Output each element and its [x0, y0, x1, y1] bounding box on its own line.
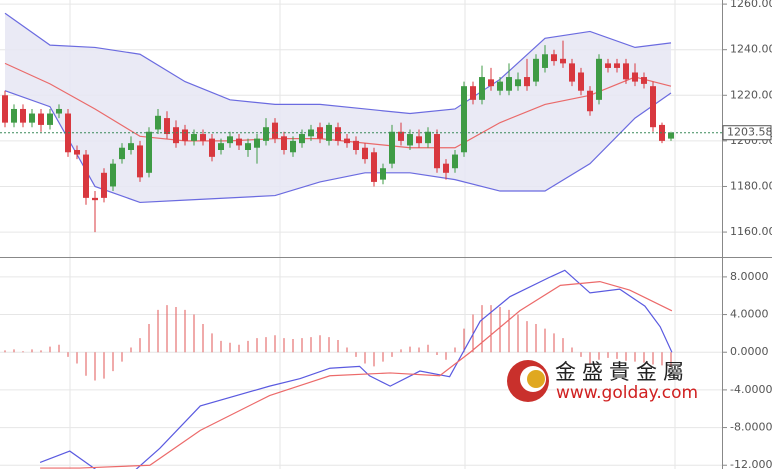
- candle-body: [578, 72, 584, 91]
- candle-body: [569, 63, 575, 82]
- candle-body: [560, 58, 566, 64]
- candle-body: [146, 131, 152, 173]
- candle-body: [128, 143, 134, 150]
- plot: [0, 3, 722, 469]
- candle-body: [182, 129, 188, 141]
- candle-body: [398, 131, 404, 141]
- candle-body: [452, 154, 458, 169]
- candle-body: [92, 197, 98, 201]
- candle-body: [200, 134, 206, 141]
- candle-body: [191, 134, 197, 141]
- candle-body: [632, 72, 638, 82]
- y-tick-label: -4.0000: [730, 383, 772, 396]
- candle-body: [56, 108, 62, 114]
- candle-body: [254, 138, 260, 148]
- candle-body: [434, 134, 440, 169]
- y-tick-label: 1180.00: [730, 179, 772, 192]
- candle-body: [281, 136, 287, 150]
- macd-line: [39, 269, 673, 469]
- candle-body: [371, 152, 377, 182]
- candle-body: [506, 77, 512, 91]
- candle-body: [164, 118, 170, 135]
- candle-body: [290, 140, 296, 153]
- candle-body: [137, 145, 143, 178]
- macd-line: [40, 280, 673, 469]
- candle-body: [47, 113, 53, 125]
- candle-body: [380, 168, 386, 180]
- candle-body: [488, 79, 494, 87]
- bollinger-lower: [4, 90, 672, 204]
- candle-body: [524, 77, 530, 87]
- candle-body: [335, 127, 341, 141]
- candle-body: [641, 77, 647, 84]
- candle-body: [20, 108, 26, 123]
- candle-body: [209, 138, 215, 157]
- candle-body: [299, 134, 305, 144]
- bollinger-middle: [4, 62, 672, 149]
- candle-body: [443, 163, 449, 173]
- candle-body: [479, 77, 485, 100]
- candle-body: [425, 131, 431, 144]
- candle-body: [227, 136, 233, 144]
- y-tick-label: -12.0000: [730, 458, 772, 469]
- candle-body: [101, 172, 107, 198]
- bollinger-upper: [4, 12, 672, 115]
- y-tick-label: 1160.00: [730, 225, 772, 238]
- candle-body: [533, 58, 539, 82]
- candle-body: [668, 132, 674, 139]
- candle-body: [263, 127, 269, 141]
- candle-body: [308, 129, 314, 137]
- y-tick-label: 1240.00: [730, 43, 772, 56]
- candle-body: [155, 115, 161, 130]
- candle-body: [218, 143, 224, 150]
- y-tick-label: 0.0000: [730, 345, 769, 358]
- y-tick-label: 1220.00: [730, 88, 772, 101]
- candle-body: [551, 54, 557, 62]
- candle-body: [461, 86, 467, 153]
- candle-body: [470, 86, 476, 100]
- last-price-label: 1203.58: [727, 126, 772, 139]
- candle-body: [29, 113, 35, 123]
- candle-body: [497, 81, 503, 91]
- watermark-name: 金盛貴金屬: [555, 360, 690, 384]
- candle-body: [587, 90, 593, 112]
- candle-body: [353, 140, 359, 150]
- candle-body: [614, 63, 620, 68]
- candle-body: [344, 138, 350, 144]
- y-tick-label: 1260.00: [730, 0, 772, 10]
- y-tick-label: -8.0000: [730, 421, 772, 434]
- candle-body: [389, 131, 395, 164]
- candle-body: [407, 134, 413, 146]
- candle-body: [542, 54, 548, 68]
- candle-body: [623, 63, 629, 80]
- y-tick-label: 4.0000: [730, 308, 769, 321]
- logo-gold: [527, 370, 545, 388]
- candle-body: [272, 122, 278, 139]
- price-plot: [2, 12, 674, 233]
- candle-body: [650, 86, 656, 128]
- candle-body: [11, 108, 17, 123]
- candle-body: [416, 136, 422, 144]
- candle-body: [2, 95, 8, 123]
- candle-body: [236, 138, 242, 146]
- watermark: 金盛貴金屬 www.golday.com: [507, 360, 698, 403]
- candle-body: [596, 58, 602, 100]
- y-tick-label: 8.0000: [730, 270, 769, 283]
- candle-body: [83, 154, 89, 198]
- candle-body: [173, 127, 179, 144]
- candle-body: [119, 147, 125, 160]
- candle-body: [605, 63, 611, 68]
- last-price-box: [722, 125, 772, 141]
- watermark-url: www.golday.com: [556, 383, 698, 403]
- x-grid: [69, 0, 676, 469]
- candle-body: [38, 113, 44, 125]
- candle-body: [245, 143, 251, 150]
- candle-body: [515, 79, 521, 87]
- band-fill: [5, 13, 671, 203]
- candle-body: [110, 163, 116, 187]
- macd-plot: [4, 269, 673, 469]
- candle-body: [74, 149, 80, 155]
- candle-body: [362, 147, 368, 160]
